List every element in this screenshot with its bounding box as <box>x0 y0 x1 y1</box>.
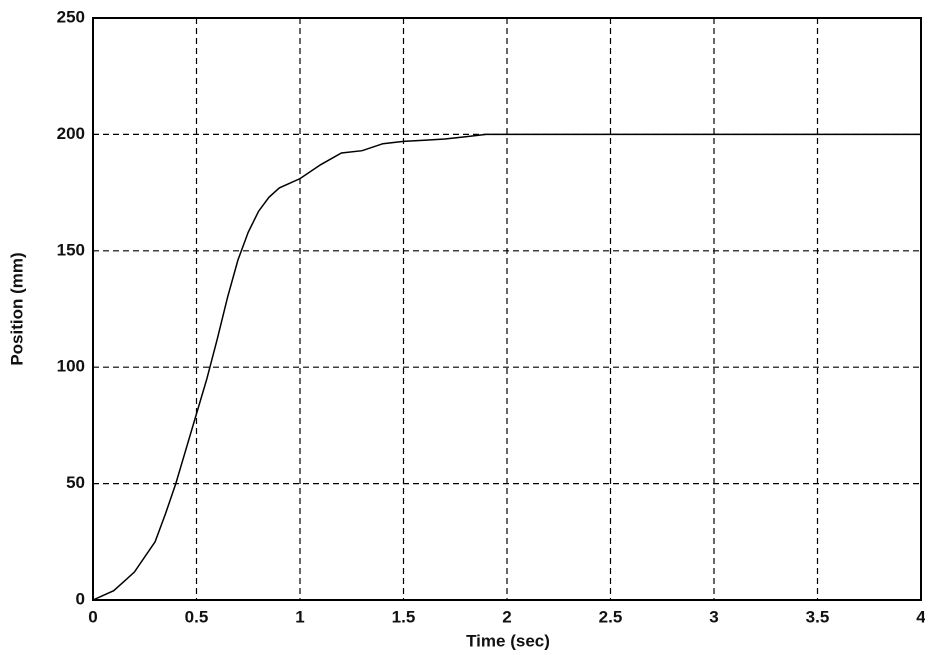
x-tick-label: 3 <box>709 607 718 626</box>
x-tick-label: 1 <box>295 607 304 626</box>
y-tick-label: 250 <box>57 7 85 26</box>
y-axis-label: Position (mm) <box>7 252 26 365</box>
y-tick-label: 50 <box>66 473 85 492</box>
x-axis-label: Time (sec) <box>466 631 550 650</box>
y-tick-label: 0 <box>76 589 85 608</box>
plot-frame <box>92 17 922 601</box>
x-tick-label: 0 <box>88 607 97 626</box>
data-line <box>92 133 921 601</box>
y-tick-label: 100 <box>57 357 85 376</box>
x-tick-label: 1.5 <box>392 607 416 626</box>
x-tick-label: 3.5 <box>806 607 830 626</box>
x-tick-label: 2.5 <box>599 607 623 626</box>
y-tick-label: 150 <box>57 240 85 259</box>
x-tick-label: 2 <box>502 607 511 626</box>
y-tick-label: 200 <box>57 124 85 143</box>
x-tick-label: 4 <box>916 607 925 626</box>
x-tick-label: 0.5 <box>185 607 209 626</box>
